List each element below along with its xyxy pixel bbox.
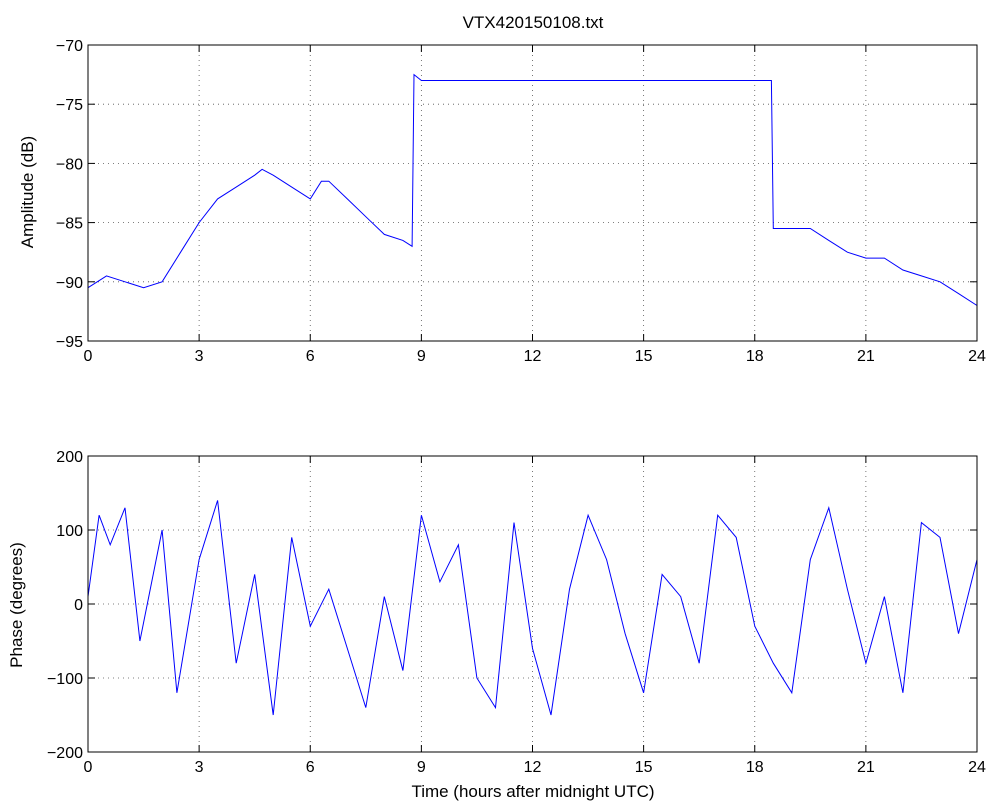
amplitude-series-line bbox=[87, 73, 978, 306]
x-tick-label: 9 bbox=[417, 759, 426, 776]
x-tick-label: 0 bbox=[84, 759, 93, 776]
y-tick-label: 200 bbox=[56, 449, 83, 466]
y-tick-label: −90 bbox=[56, 275, 83, 292]
x-tick-label: 6 bbox=[306, 759, 315, 776]
x-tick-label: 3 bbox=[195, 759, 204, 776]
phase-series-line bbox=[87, 500, 978, 716]
y-tick-label: 0 bbox=[74, 597, 83, 614]
amplitude-plot: VTX420150108.txt Amplitude (dB) 0 3 6 9 12 15… bbox=[18, 13, 986, 365]
x-tick-label: 21 bbox=[857, 348, 875, 365]
y-tick-label: −100 bbox=[47, 671, 83, 688]
y-tick-label: −95 bbox=[56, 334, 83, 351]
x-tick-label: 12 bbox=[524, 759, 542, 776]
x-tick-label: 12 bbox=[524, 348, 542, 365]
x-tick-label: 15 bbox=[635, 759, 653, 776]
x-tick-label: 18 bbox=[746, 759, 764, 776]
y-tick-label: −75 bbox=[56, 97, 83, 114]
plot-frame bbox=[87, 44, 978, 342]
x-tick-label: 24 bbox=[968, 348, 986, 365]
y-axis-label: Phase (degrees) bbox=[7, 542, 26, 668]
x-tick-label: 24 bbox=[968, 759, 986, 776]
x-tick-label: 15 bbox=[635, 348, 653, 365]
x-tick-label: 3 bbox=[195, 348, 204, 365]
x-tick-label: 6 bbox=[306, 348, 315, 365]
y-tick-label: 100 bbox=[56, 523, 83, 540]
y-tick-label: −80 bbox=[56, 156, 83, 173]
chart-title: VTX420150108.txt bbox=[463, 13, 604, 32]
phase-plot: Phase (degrees) Time (hours after midnig… bbox=[7, 449, 986, 801]
y-tick-label: −200 bbox=[47, 745, 83, 762]
y-tick-label: −70 bbox=[56, 38, 83, 55]
y-tick-label: −85 bbox=[56, 216, 83, 233]
x-tick-label: 0 bbox=[84, 348, 93, 365]
x-axis-label: Time (hours after midnight UTC) bbox=[411, 782, 654, 801]
x-tick-label: 18 bbox=[746, 348, 764, 365]
x-tick-label: 9 bbox=[417, 348, 426, 365]
y-axis-label: Amplitude (dB) bbox=[18, 136, 37, 248]
x-tick-label: 21 bbox=[857, 759, 875, 776]
